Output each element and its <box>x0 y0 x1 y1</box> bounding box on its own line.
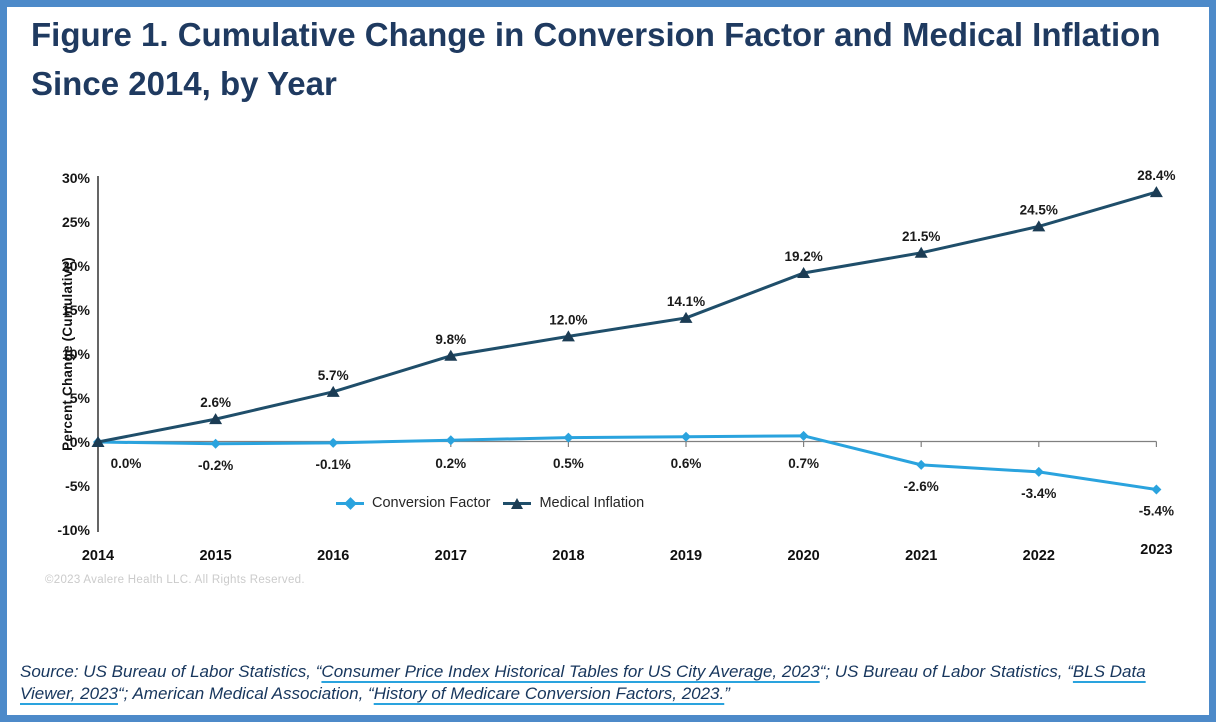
legend-label-conversion-factor: Conversion Factor <box>372 495 491 511</box>
figure-title: Figure 1. Cumulative Change in Conversio… <box>31 16 1161 102</box>
diamond-data-point-marker <box>916 459 927 470</box>
x-axis-label: 2023 <box>1140 542 1172 558</box>
data-label: 12.0% <box>549 312 587 327</box>
axes: 2014 2015 2016 2017 2018 2019 2020 2021 2022 2023… <box>57 170 1172 564</box>
series-line <box>97 434 1157 492</box>
diamond-marker-icon <box>336 496 364 511</box>
x-axis-label: 2020 <box>787 548 819 564</box>
triangle-data-point-marker <box>326 385 340 397</box>
triangle-data-point-marker <box>1032 220 1046 232</box>
triangle-marker-icon <box>503 496 532 511</box>
data-label: -0.1% <box>316 457 351 472</box>
y-axis-tick-label: -10% <box>57 522 90 538</box>
data-label: -5.4% <box>1139 504 1174 519</box>
y-axis-tick-label: 30% <box>62 170 91 186</box>
copyright-text: ©2023 Avalere Health LLC. All Rights Res… <box>45 574 305 586</box>
data-label: 9.8% <box>435 332 466 347</box>
diamond-data-point-marker <box>681 431 691 442</box>
data-label: 5.7% <box>318 368 349 383</box>
source-text-segment: Source: US Bureau of Labor Statistics, “ <box>20 662 322 681</box>
series-line <box>97 190 1157 444</box>
source-link[interactable]: Consumer Price Index Historical Tables f… <box>321 662 820 681</box>
x-axis-label: 2021 <box>905 548 937 564</box>
legend-item-conversion-factor: Conversion Factor <box>336 495 490 511</box>
triangle-data-point-marker <box>797 267 811 279</box>
data-label: 21.5% <box>902 229 940 244</box>
triangle-data-point-marker <box>914 246 928 258</box>
source-text: Source: US Bureau of Labor Statistics, “… <box>20 661 1186 704</box>
x-axis-label: 2014 <box>82 548 114 564</box>
x-axis-label: 2019 <box>670 548 702 564</box>
diamond-data-point-marker <box>1033 466 1044 477</box>
source-text-segment: “; US Bureau of Labor Statistics, “ <box>819 662 1073 681</box>
source-text-segment: “; American Medical Association, “ <box>117 683 374 703</box>
y-axis-tick-label: 0% <box>70 434 91 450</box>
y-axis-tick-label: 10% <box>62 346 91 362</box>
data-label: 19.2% <box>784 249 822 264</box>
data-label: 0.0% <box>111 456 142 471</box>
legend-item-medical-inflation: Medical Inflation <box>503 495 644 511</box>
data-label: 0.7% <box>788 456 819 471</box>
diamond-data-point-marker <box>798 430 809 441</box>
triangle-data-point-marker <box>1149 186 1163 198</box>
data-label: 0.2% <box>435 456 466 471</box>
y-axis-tick-label: 20% <box>62 258 91 274</box>
data-label: 0.6% <box>671 456 702 471</box>
y-axis-title: Percent Change (Cumulative) <box>60 257 75 451</box>
triangle-data-point-marker <box>561 330 575 342</box>
data-label: -2.6% <box>904 479 939 494</box>
triangle-data-point-marker <box>91 436 105 447</box>
series-conversion-factor <box>93 430 1162 495</box>
data-label: -3.4% <box>1021 486 1056 501</box>
y-axis-tick-label: 25% <box>62 214 91 230</box>
diamond-data-point-marker <box>563 432 574 443</box>
data-label: 14.1% <box>667 294 705 309</box>
source-link[interactable]: History of Medicare Conversion Factors, … <box>373 683 725 703</box>
diamond-data-point-marker <box>1151 484 1162 495</box>
data-label: 0.5% <box>553 456 584 471</box>
data-label: 2.6% <box>200 395 231 410</box>
x-axis-label: 2015 <box>199 548 231 564</box>
diamond-data-point-marker <box>210 438 221 449</box>
triangle-data-point-marker <box>444 349 458 361</box>
source-text-segment: ” <box>724 683 730 703</box>
triangle-data-point-marker <box>679 311 693 323</box>
data-label: 24.5% <box>1020 202 1058 217</box>
y-axis-tick-label: 5% <box>70 390 91 406</box>
x-axis-label: 2022 <box>1023 548 1055 564</box>
triangle-data-point-marker <box>209 413 223 425</box>
y-axis-tick-label: -5% <box>65 478 90 494</box>
data-label: 28.4% <box>1137 168 1175 183</box>
series-medical-inflation <box>91 186 1163 447</box>
x-axis-label: 2018 <box>552 548 584 564</box>
x-axis-label: 2016 <box>317 548 349 564</box>
diamond-data-point-marker <box>328 437 339 448</box>
x-axis-label: 2017 <box>435 548 467 564</box>
source-link[interactable]: BLS Data Viewer, 2023 <box>20 662 1146 703</box>
diamond-data-point-marker <box>445 435 456 446</box>
chart-legend: Conversion Factor Medical Inflation <box>336 495 644 511</box>
y-axis-tick-label: 15% <box>62 302 91 318</box>
legend-label-medical-inflation: Medical Inflation <box>539 495 645 511</box>
data-label: -0.2% <box>198 458 233 473</box>
